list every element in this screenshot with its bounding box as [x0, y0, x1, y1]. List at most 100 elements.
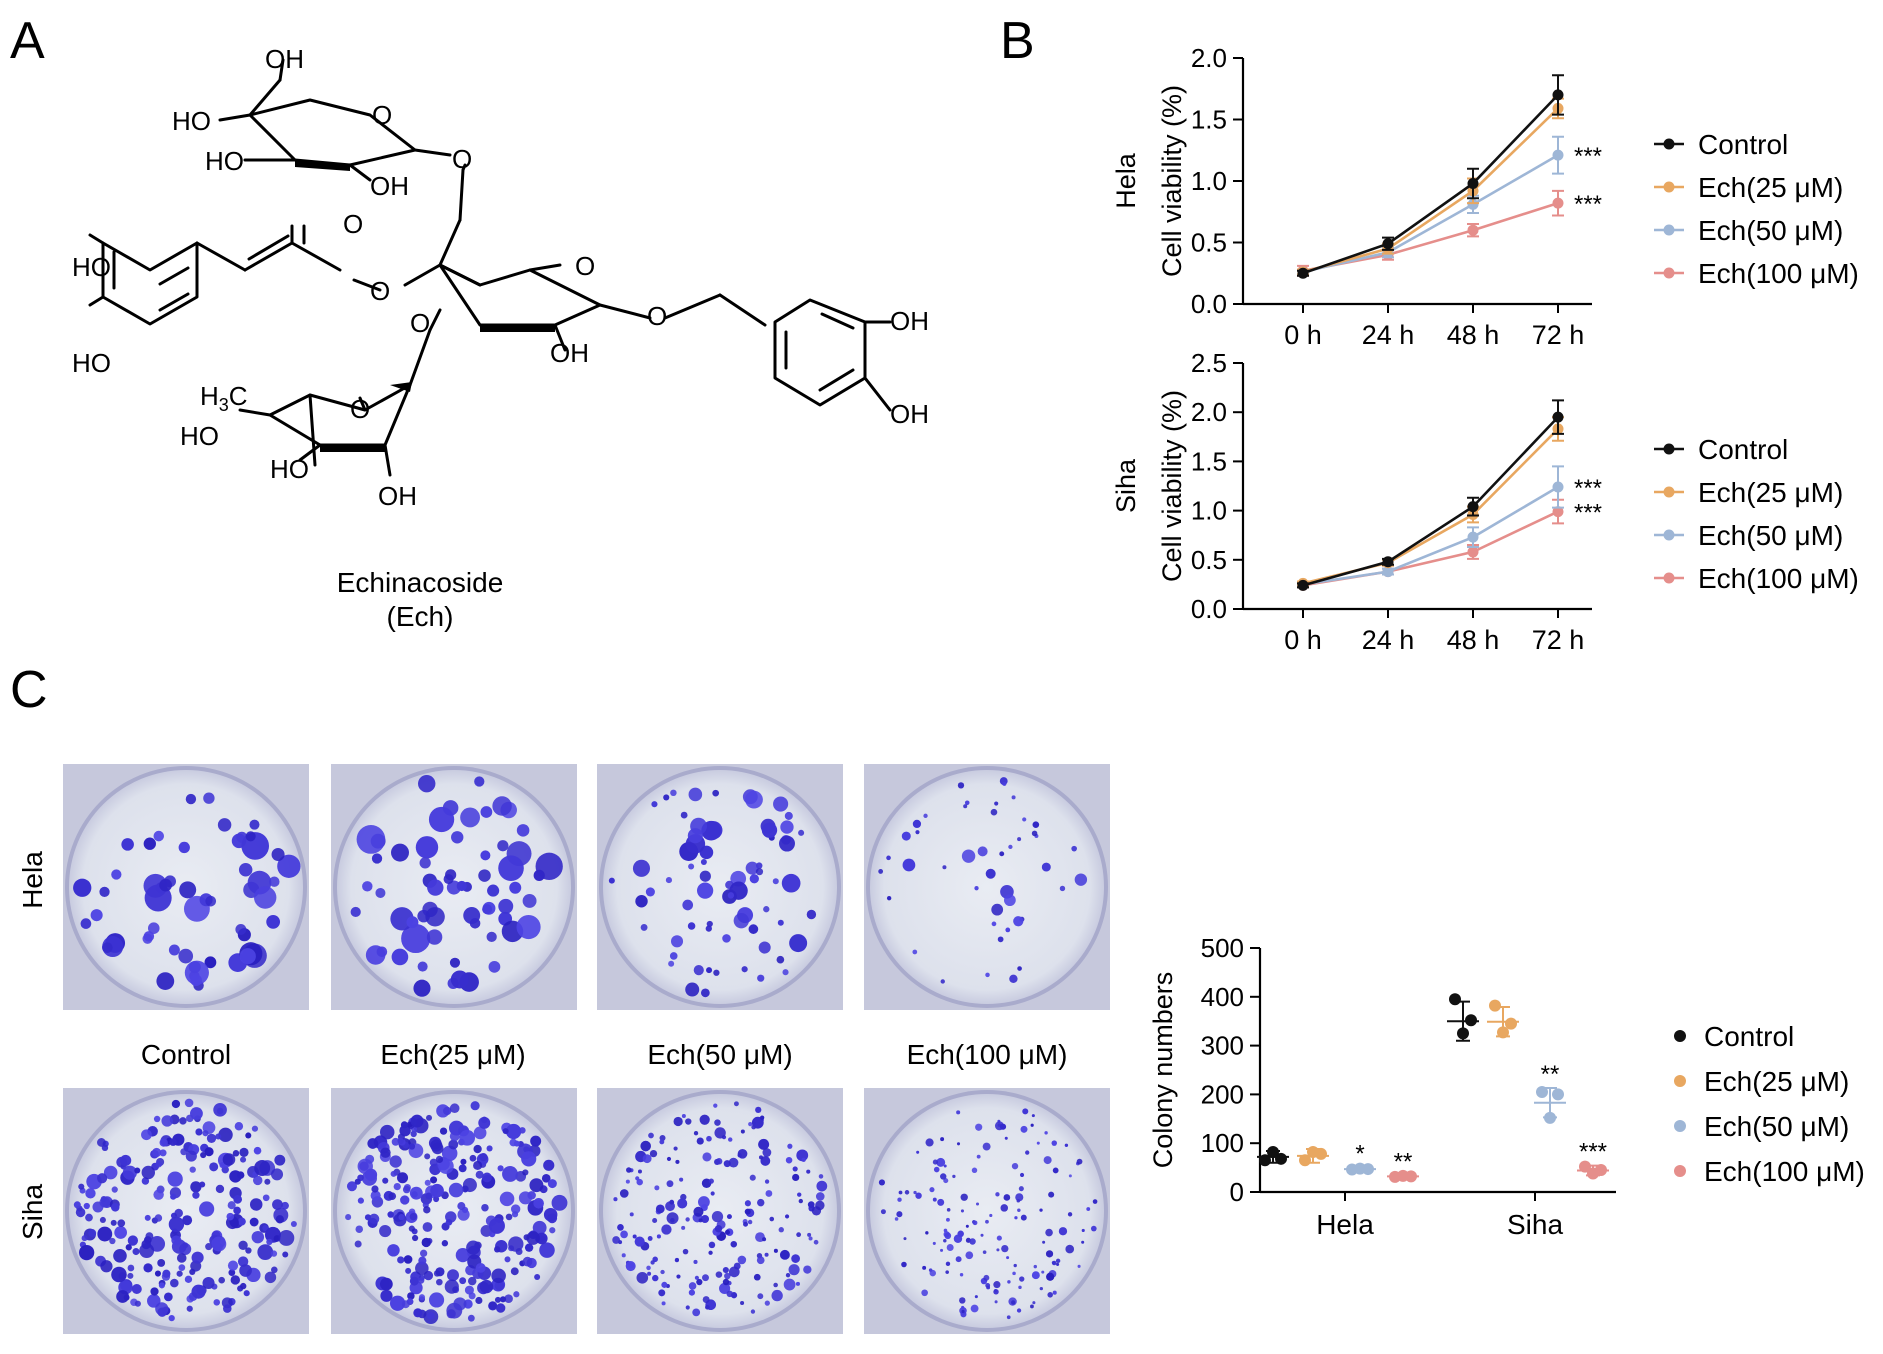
structure-wedges	[295, 160, 555, 452]
legend-item-ech-100-m: Ech(100 μM)	[1654, 258, 1859, 289]
legend-label: Ech(100 μM)	[1698, 563, 1859, 594]
data-point	[1552, 506, 1564, 518]
data-point	[1297, 267, 1309, 279]
x-tick-label: 72 h	[1532, 320, 1585, 350]
significance-label: ***	[1574, 475, 1602, 502]
data-point	[1467, 546, 1479, 558]
compound-name: Echinacoside	[337, 567, 504, 598]
series-line	[1302, 416, 1559, 587]
legend-label: Control	[1704, 1021, 1794, 1052]
svg-text:HO: HO	[72, 348, 111, 378]
colony-legend-item-ech-100-m: Ech(100 μM)	[1674, 1156, 1865, 1187]
x-tick-label: 0 h	[1284, 625, 1322, 655]
legend-marker	[1674, 1120, 1686, 1132]
data-point	[1552, 481, 1564, 493]
colony-legend-item-control: Control	[1674, 1021, 1794, 1052]
legend-item-control: Control	[1654, 434, 1788, 465]
svg-text:OH: OH	[265, 44, 304, 74]
data-point	[1595, 1164, 1607, 1177]
y-tick-label: 100	[1201, 1128, 1244, 1158]
x-tick-label: 48 h	[1447, 625, 1500, 655]
y-tick-label: 500	[1201, 933, 1244, 963]
series-line	[1302, 107, 1559, 274]
y-tick-label: 300	[1201, 1031, 1244, 1061]
significance-label: ***	[1574, 191, 1602, 218]
svg-text:OH: OH	[370, 171, 409, 201]
y-tick-label: 1.5	[1191, 446, 1227, 476]
y-tick-label: 0.0	[1191, 594, 1227, 624]
y-tick-label: 2.0	[1191, 43, 1227, 73]
data-point	[1467, 198, 1479, 210]
data-point	[1552, 89, 1564, 101]
y-tick-label: 1.0	[1191, 496, 1227, 526]
data-point	[1297, 579, 1309, 591]
group-hela-control	[1257, 1145, 1289, 1167]
y-tick-label: 0.5	[1191, 545, 1227, 575]
y-tick-label: 0.5	[1191, 228, 1227, 258]
series-control	[1297, 74, 1564, 279]
x-tick-label: Siha	[1507, 1209, 1563, 1240]
data-point	[1382, 238, 1394, 250]
panel-label-c: C	[10, 661, 48, 719]
svg-text:OH: OH	[550, 338, 589, 368]
x-tick-label: 24 h	[1362, 625, 1415, 655]
plate-photo	[331, 1088, 577, 1334]
significance-label: ***	[1574, 500, 1602, 527]
svg-text:H3C: H3C	[200, 381, 248, 415]
data-point	[1544, 1111, 1556, 1124]
data-point	[1267, 1145, 1279, 1158]
legend-label: Control	[1698, 434, 1788, 465]
x-tick-label: 72 h	[1532, 625, 1585, 655]
legend-label: Ech(50 μM)	[1698, 520, 1843, 551]
legend-marker	[1674, 1165, 1686, 1177]
panel-label-a: A	[10, 12, 45, 70]
plate-col-label-ech25: Ech(25 μM)	[380, 1039, 525, 1070]
plate-photo	[597, 764, 843, 1010]
svg-text:O: O	[452, 144, 472, 174]
plate-photo	[864, 1088, 1110, 1334]
mean-sd-bar	[1534, 1087, 1566, 1119]
plate-col-label-ech50: Ech(50 μM)	[647, 1039, 792, 1070]
plate-row-label-siha: Siha	[17, 1184, 48, 1240]
row-label: Hela	[1111, 152, 1141, 209]
group-hela-ech-100-m: **	[1387, 1148, 1419, 1183]
data-point	[1457, 1027, 1469, 1040]
data-point	[1467, 501, 1479, 513]
data-point	[1465, 1014, 1477, 1027]
svg-text:HO: HO	[270, 454, 309, 484]
legend-label: Ech(25 μM)	[1698, 172, 1843, 203]
data-point	[1489, 999, 1501, 1012]
data-point	[1505, 1017, 1517, 1030]
data-point	[1299, 1154, 1311, 1167]
svg-text:OH: OH	[378, 481, 417, 511]
legend-marker	[1663, 138, 1675, 150]
series-line	[1302, 154, 1559, 274]
group-siha-control	[1447, 993, 1479, 1042]
compound-abbr: (Ech)	[387, 601, 454, 632]
plate-photo	[63, 1088, 309, 1334]
plate-col-label-ech100: Ech(100 μM)	[907, 1039, 1068, 1070]
data-point	[1467, 531, 1479, 543]
svg-text:O: O	[647, 301, 667, 331]
row-label: Siha	[1111, 458, 1141, 513]
plate-photo	[331, 764, 577, 1010]
mean-sd-bar	[1487, 1006, 1519, 1038]
svg-text:O: O	[343, 209, 363, 239]
group-siha-ech-25-m	[1487, 999, 1519, 1039]
y-tick-label: 2.0	[1191, 397, 1227, 427]
legend-marker	[1663, 181, 1675, 193]
legend-item-ech-25-m: Ech(25 μM)	[1654, 172, 1843, 203]
y-tick-label: 2.5	[1191, 348, 1227, 378]
colony-legend-item-ech-25-m: Ech(25 μM)	[1674, 1066, 1849, 1097]
svg-text:O: O	[372, 100, 392, 130]
x-tick-label: 24 h	[1362, 320, 1415, 350]
data-point	[1405, 1170, 1417, 1183]
panel-label-b: B	[1000, 12, 1035, 70]
significance-label: ***	[1574, 143, 1602, 170]
legend-marker	[1674, 1075, 1686, 1087]
plate-col-labels: Control Ech(25 μM) Ech(50 μM) Ech(100 μM…	[141, 1039, 1068, 1070]
series-ech-25-m	[1297, 416, 1564, 589]
legend-label: Ech(50 μM)	[1704, 1111, 1849, 1142]
data-point	[1552, 411, 1564, 423]
